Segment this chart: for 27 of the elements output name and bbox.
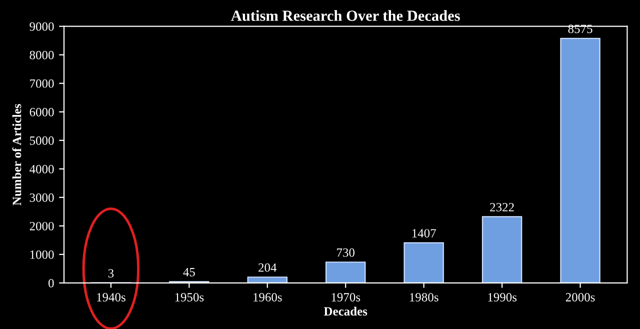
y-tick-label: 2000 (30, 222, 54, 230)
x-tick-label: 1990s (488, 293, 517, 302)
x-tick-label: 1970s (332, 293, 360, 302)
y-tick-label: 1000 (30, 250, 54, 259)
data-label: 45 (183, 268, 195, 276)
y-tick-label: 9000 (30, 22, 54, 31)
y-axis-title: Number of Articles (12, 104, 22, 206)
x-axis-title: Decades (324, 306, 368, 316)
y-tick-label: 0 (48, 278, 54, 288)
data-label: 204 (258, 263, 277, 272)
x-tick-label: 1960s (254, 293, 282, 302)
x-tick-label: 1940s (97, 293, 126, 302)
y-tick-label: 4000 (30, 164, 54, 174)
y-tick-label: 6000 (30, 108, 54, 116)
y-tick-label: 8000 (30, 50, 54, 60)
data-label: 1407 (412, 229, 436, 238)
x-tick-label: 1980s (410, 293, 438, 302)
data-label: 8575 (568, 24, 592, 34)
chart-title: Autism Research Over the Decades (231, 10, 460, 21)
y-tick-label: 5000 (30, 136, 54, 145)
data-label: 3 (108, 269, 114, 278)
y-tick-label: 7000 (30, 79, 54, 88)
data-label: 730 (337, 248, 354, 257)
x-tick-label: 1950s (175, 293, 204, 302)
x-tick-label: 2000s (566, 293, 595, 302)
data-label: 2322 (490, 203, 514, 212)
y-tick-label: 3000 (30, 193, 54, 202)
